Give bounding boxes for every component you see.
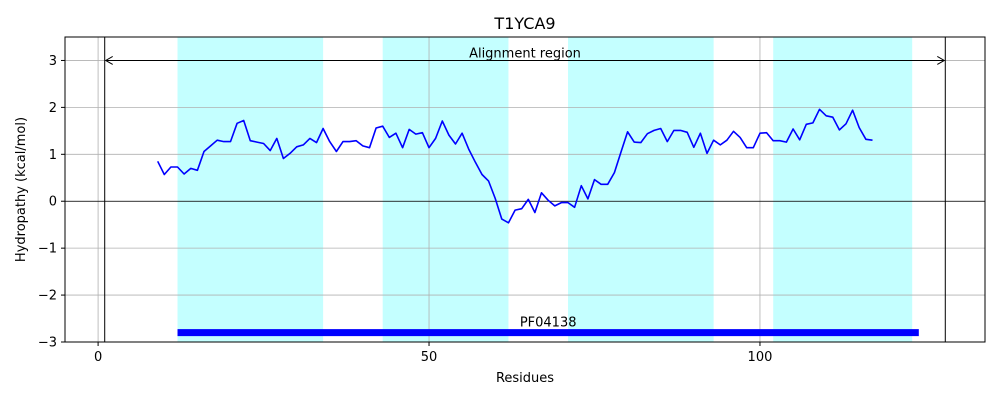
plot-frame xyxy=(64,36,986,343)
shaded-region-1 xyxy=(382,37,509,342)
y-axis-label: Hydropathy (kcal/mol) xyxy=(14,117,29,262)
y-tick-label-6: 3 xyxy=(49,54,57,69)
x-tick-label-2: 100 xyxy=(748,350,773,365)
shaded-region-2 xyxy=(568,37,714,342)
alignment-arrow-right-head xyxy=(937,56,946,65)
alignment-region-label: Alignment region xyxy=(469,46,581,61)
reference-lines xyxy=(65,37,985,342)
annotations: Alignment region PF04138 xyxy=(104,46,946,337)
x-tick-label-0: 0 xyxy=(94,350,102,365)
domain-bar-label: PF04138 xyxy=(520,316,577,331)
y-tick-label-2: −1 xyxy=(38,242,57,257)
series-line-0 xyxy=(156,108,873,224)
y-tick-label-0: −3 xyxy=(38,336,57,351)
y-tick-label-5: 2 xyxy=(49,101,57,116)
alignment-arrow-left-head xyxy=(104,56,113,65)
y-tick-label-4: 1 xyxy=(49,148,57,163)
shaded-region-0 xyxy=(177,37,324,342)
x-tick-label-1: 50 xyxy=(421,350,438,365)
x-axis-label: Residues xyxy=(496,371,554,386)
domain-bar xyxy=(177,329,919,337)
axis-ticks: 0 50 100 −3 −2 −1 0 1 2 3 xyxy=(38,54,773,365)
y-tick-label-1: −2 xyxy=(38,289,57,304)
y-tick-label-3: 0 xyxy=(49,195,57,210)
shaded-regions xyxy=(177,37,913,342)
chart-title: T1YCA9 xyxy=(493,14,555,33)
shaded-region-3 xyxy=(773,37,913,342)
series-layer xyxy=(156,108,873,224)
